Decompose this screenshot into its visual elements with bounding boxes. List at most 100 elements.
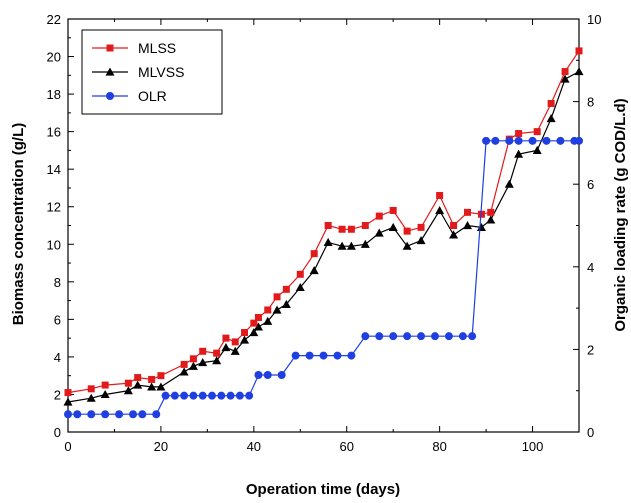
data-point-mlss	[389, 206, 397, 214]
data-point-mlvss	[230, 346, 240, 355]
y-left-tick-label: 16	[47, 125, 61, 140]
y-right-tick-label: 10	[587, 12, 601, 27]
data-point-mlvss	[253, 322, 263, 331]
data-point-mlss	[101, 381, 109, 389]
x-tick-label: 0	[64, 439, 71, 454]
data-point-olr	[291, 351, 300, 360]
data-point-mlvss	[476, 222, 486, 231]
legend-label-mlss: MLSS	[138, 40, 176, 56]
data-point-mlss	[254, 313, 262, 321]
data-point-mlvss	[504, 179, 514, 188]
series-line-mlvss	[67, 71, 580, 403]
data-point-mlvss	[221, 343, 231, 352]
data-point-mlss	[231, 338, 239, 346]
data-point-olr	[482, 136, 491, 145]
data-point-mlvss	[309, 266, 319, 275]
data-point-mlvss	[337, 241, 347, 250]
data-point-mlss	[222, 334, 230, 342]
data-point-olr	[115, 410, 124, 419]
y-right-tick-label: 4	[587, 260, 594, 275]
data-point-mlss	[547, 99, 555, 107]
data-point-mlss	[213, 349, 221, 357]
data-point-mlvss	[402, 241, 412, 250]
data-point-olr	[101, 410, 110, 419]
data-point-mlss	[575, 47, 583, 55]
data-point-mlvss	[374, 228, 384, 237]
data-point-mlvss	[249, 328, 259, 337]
legend-label-olr: OLR	[138, 88, 167, 104]
legend-label-mlvss: MLVSS	[138, 64, 184, 80]
data-point-mlvss	[560, 74, 570, 83]
data-point-mlvss	[240, 335, 250, 344]
data-point-mlss	[375, 212, 383, 220]
series-olr	[64, 136, 583, 419]
x-tick-label: 40	[247, 439, 261, 454]
y-right-axis-title: Organic loading rate (g COD/L.d)	[612, 98, 629, 331]
data-point-olr	[245, 391, 254, 400]
data-point-mlss	[487, 208, 495, 216]
data-point-olr	[263, 371, 272, 380]
data-point-olr	[505, 136, 514, 145]
data-point-olr	[468, 332, 477, 341]
data-point-olr	[403, 332, 412, 341]
data-point-olr	[430, 332, 439, 341]
data-point-mlss	[338, 225, 346, 233]
data-point-mlss	[250, 319, 258, 327]
series-mlvss	[63, 67, 584, 406]
data-point-mlvss	[435, 205, 445, 215]
data-point-mlvss	[574, 67, 584, 76]
data-point-mlss	[436, 191, 444, 199]
legend-marker-olr	[106, 92, 114, 100]
data-point-mlss	[324, 222, 332, 229]
data-point-olr	[556, 136, 565, 145]
data-point-mlvss	[133, 380, 143, 389]
data-point-mlvss	[346, 241, 356, 250]
data-point-mlss	[189, 355, 197, 363]
data-point-mlss	[533, 128, 541, 136]
data-point-mlvss	[188, 361, 198, 370]
data-point-mlss	[464, 208, 472, 216]
data-point-mlss	[264, 306, 272, 314]
data-point-mlvss	[532, 145, 542, 155]
legend-marker-mlss	[106, 44, 114, 52]
data-point-mlss	[310, 250, 318, 258]
data-point-mlvss	[156, 382, 166, 391]
y-left-tick-label: 22	[47, 12, 61, 27]
data-point-olr	[198, 391, 207, 400]
data-point-olr	[189, 391, 198, 400]
data-point-mlss	[64, 389, 72, 397]
data-point-mlss	[403, 227, 411, 235]
data-point-olr	[528, 136, 537, 145]
data-point-olr	[152, 410, 161, 419]
data-point-olr	[138, 410, 147, 419]
data-point-mlvss	[123, 386, 133, 395]
data-point-mlvss	[281, 299, 291, 308]
data-point-olr	[254, 371, 263, 380]
data-point-mlvss	[100, 389, 110, 399]
x-tick-label: 80	[432, 439, 446, 454]
data-point-olr	[417, 332, 426, 341]
data-point-olr	[170, 391, 179, 400]
data-point-olr	[87, 410, 96, 419]
data-point-mlss	[296, 270, 304, 278]
data-point-olr	[491, 136, 500, 145]
legend-marker-mlvss	[105, 67, 115, 76]
data-point-mlvss	[198, 358, 208, 367]
y-right-tick-label: 8	[587, 95, 594, 110]
data-point-mlvss	[295, 282, 305, 292]
y-left-tick-label: 12	[47, 200, 61, 215]
y-left-tick-label: 4	[54, 350, 61, 365]
data-point-mlss	[180, 360, 188, 368]
data-point-olr	[161, 391, 170, 400]
data-point-olr	[347, 351, 356, 360]
x-tick-label: 60	[339, 439, 353, 454]
data-point-olr	[375, 332, 384, 341]
data-point-olr	[575, 136, 583, 145]
data-point-olr	[333, 351, 342, 360]
data-point-olr	[361, 332, 370, 341]
data-point-mlss	[347, 225, 355, 233]
data-point-olr	[319, 351, 328, 360]
data-point-olr	[389, 332, 398, 341]
data-point-olr	[514, 136, 523, 145]
